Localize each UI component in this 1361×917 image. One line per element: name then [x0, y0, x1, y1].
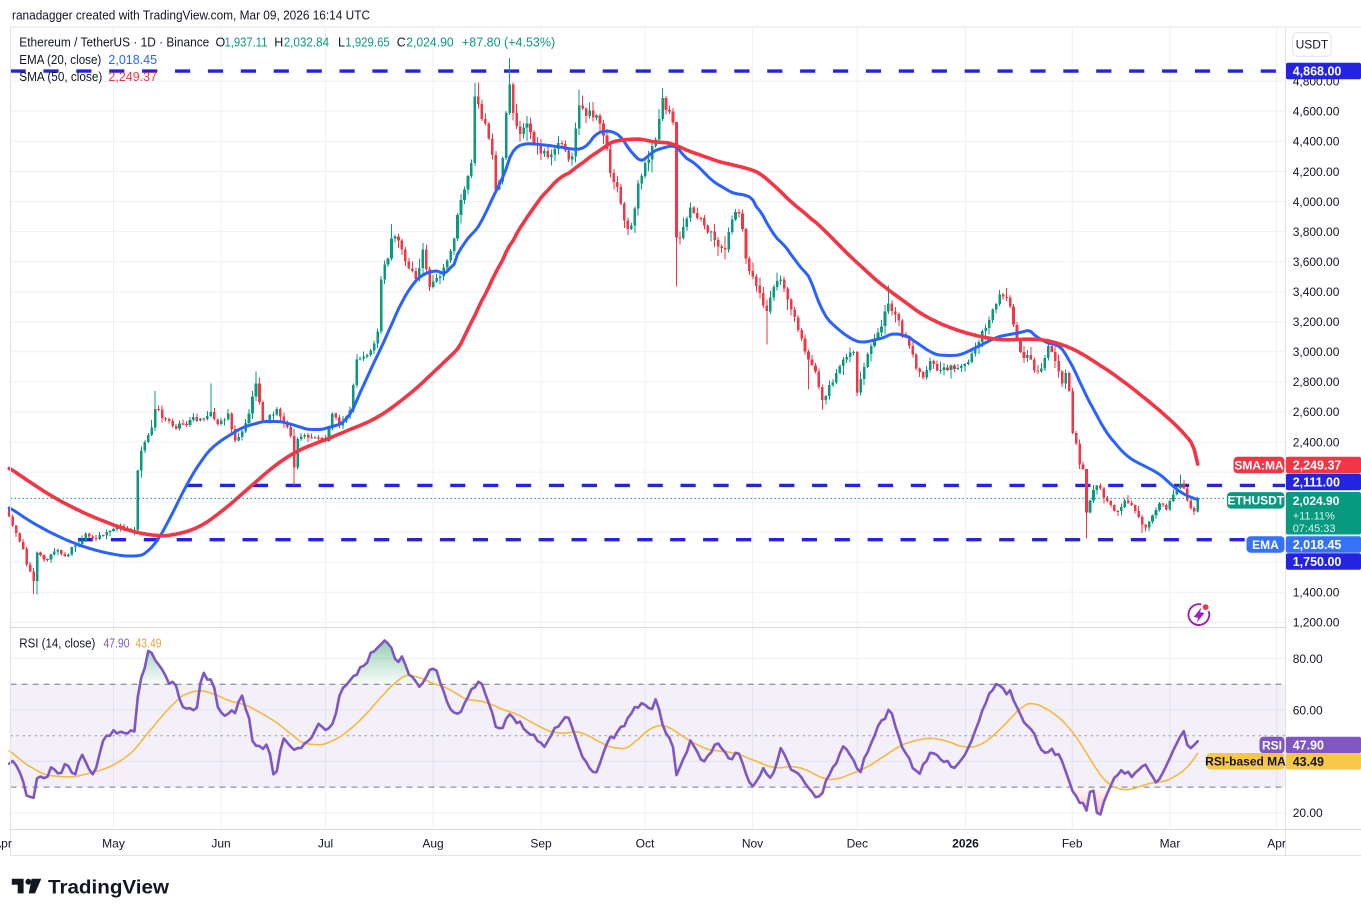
svg-text:1,929.65: 1,929.65 [345, 35, 390, 49]
svg-text:+11.11%: +11.11% [1293, 510, 1335, 522]
svg-text:2,032.84: 2,032.84 [284, 35, 330, 49]
svg-text:3,000.00: 3,000.00 [1293, 345, 1340, 359]
svg-text:Mar: Mar [1160, 836, 1181, 850]
svg-text:RSI (14, close): RSI (14, close) [19, 636, 95, 650]
svg-text:C: C [397, 35, 406, 49]
svg-text:Aug: Aug [422, 836, 443, 850]
svg-text:4,600.00: 4,600.00 [1293, 105, 1340, 119]
svg-text:RSI-based MA: RSI-based MA [1205, 755, 1286, 769]
svg-text:47.90: 47.90 [104, 636, 130, 650]
svg-text:EMA (20, close): EMA (20, close) [19, 53, 101, 67]
svg-text:SMA:MA: SMA:MA [1234, 458, 1284, 472]
svg-text:1,400.00: 1,400.00 [1293, 586, 1340, 600]
svg-text:Dec: Dec [847, 836, 868, 850]
svg-text:2,018.45: 2,018.45 [108, 53, 157, 67]
svg-text:Ethereum / TetherUS · 1D · Bin: Ethereum / TetherUS · 1D · Binance [19, 35, 209, 49]
svg-text:4,400.00: 4,400.00 [1293, 135, 1340, 149]
svg-text:Sep: Sep [530, 836, 552, 850]
svg-text:May: May [102, 836, 125, 850]
svg-text:1,200.00: 1,200.00 [1293, 616, 1340, 630]
svg-text:2,018.45: 2,018.45 [1293, 538, 1342, 552]
svg-text:2,600.00: 2,600.00 [1293, 405, 1340, 419]
svg-text:Oct: Oct [636, 836, 655, 850]
svg-text:07:45:33: 07:45:33 [1293, 523, 1336, 535]
svg-text:TradingView: TradingView [48, 876, 170, 898]
svg-text:2,800.00: 2,800.00 [1293, 375, 1340, 389]
svg-text:3,400.00: 3,400.00 [1293, 285, 1340, 299]
svg-text:Jul: Jul [318, 836, 333, 850]
svg-text:20.00: 20.00 [1293, 806, 1323, 820]
svg-text:L: L [338, 35, 345, 49]
svg-text:4,200.00: 4,200.00 [1293, 165, 1340, 179]
svg-text:3,600.00: 3,600.00 [1293, 255, 1340, 269]
svg-text:4,868.00: 4,868.00 [1293, 65, 1342, 79]
svg-text:43.49: 43.49 [1293, 755, 1324, 769]
svg-text:2026: 2026 [952, 836, 979, 850]
svg-text:43.49: 43.49 [136, 636, 162, 650]
svg-text:1,750.00: 1,750.00 [1293, 555, 1342, 569]
svg-text:2,111.00: 2,111.00 [1293, 476, 1340, 490]
svg-text:ETHUSDT: ETHUSDT [1227, 494, 1284, 508]
svg-text:4,000.00: 4,000.00 [1293, 195, 1340, 209]
svg-text:EMA: EMA [1252, 538, 1279, 552]
svg-text:Feb: Feb [1062, 836, 1083, 850]
svg-text:3,200.00: 3,200.00 [1293, 315, 1340, 329]
svg-text:O: O [216, 35, 226, 49]
svg-text:RSI: RSI [1262, 738, 1282, 752]
svg-text:Apr: Apr [0, 836, 12, 850]
svg-text:47.90: 47.90 [1293, 739, 1324, 753]
svg-text:80.00: 80.00 [1293, 652, 1323, 666]
svg-text:1,937.11: 1,937.11 [225, 35, 268, 49]
svg-text:SMA (50, close): SMA (50, close) [19, 70, 102, 84]
svg-text:Nov: Nov [742, 836, 763, 850]
svg-text:ranadagger created with Tradin: ranadagger created with TradingView.com,… [12, 8, 370, 23]
svg-text:2,024.90: 2,024.90 [1293, 494, 1340, 508]
svg-text:3,800.00: 3,800.00 [1293, 225, 1340, 239]
svg-text:2,400.00: 2,400.00 [1293, 435, 1340, 449]
svg-text:2,249.37: 2,249.37 [108, 70, 157, 84]
svg-text:Jun: Jun [211, 836, 230, 850]
svg-text:USDT: USDT [1296, 38, 1329, 52]
svg-text:2,024.90: 2,024.90 [406, 35, 454, 49]
svg-text:Apr: Apr [1267, 836, 1286, 850]
svg-text:H: H [274, 35, 283, 49]
svg-text:2,249.37: 2,249.37 [1293, 459, 1342, 473]
svg-text:+87.80 (+4.53%): +87.80 (+4.53%) [462, 35, 555, 49]
svg-text:60.00: 60.00 [1293, 703, 1323, 717]
